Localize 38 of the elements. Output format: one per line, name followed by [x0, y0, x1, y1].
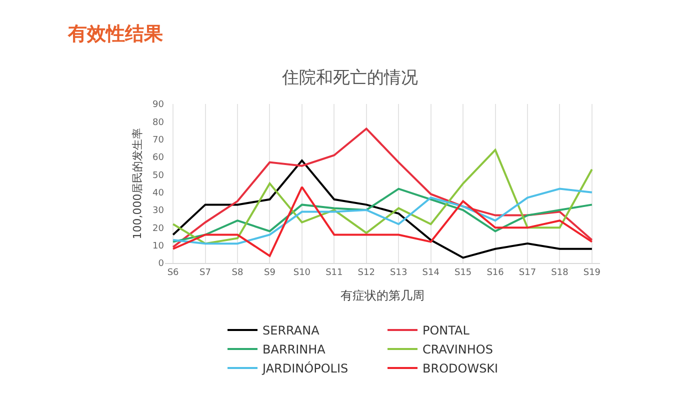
- x-tick-label: S7: [200, 268, 212, 278]
- line-series: [172, 148, 593, 245]
- y-tick-label: 80: [152, 118, 164, 128]
- x-tick-label: S14: [422, 268, 440, 278]
- y-tick-label: 20: [152, 224, 164, 234]
- x-tick-label: S13: [390, 268, 408, 278]
- legend-label: SERRANA: [262, 324, 320, 338]
- y-tick-label: 40: [152, 188, 164, 198]
- x-axis-title: 有症状的第几周: [340, 288, 424, 303]
- x-tick-label: S12: [358, 268, 375, 278]
- chart-title: 住院和死亡的情况: [281, 68, 418, 88]
- x-tick-label: S8: [232, 268, 244, 278]
- legend-label: BARRINHA: [262, 342, 326, 357]
- y-tick-label: 60: [152, 153, 164, 164]
- legend-label: JARDINÓPOLIS: [262, 360, 348, 376]
- y-tick-label: 30: [152, 206, 164, 216]
- line-series: [172, 160, 593, 259]
- y-tick-label: 70: [152, 135, 164, 146]
- x-tick-label: S16: [486, 268, 504, 278]
- y-tick-label: 90: [152, 100, 164, 110]
- line-series: [172, 186, 593, 257]
- x-tick-label: S15: [454, 268, 472, 278]
- legend-label: CRAVINHOS: [422, 342, 493, 357]
- x-tick-label: S10: [293, 268, 311, 278]
- y-axis-title: 100,000居民的发生率: [131, 128, 144, 240]
- x-tick-label: S9: [264, 268, 276, 278]
- x-tick-label: S17: [518, 268, 536, 278]
- line-series: [172, 128, 593, 248]
- x-tick-label: S11: [326, 268, 343, 278]
- y-tick-label: 0: [158, 259, 164, 270]
- x-tick-label: S6: [167, 268, 180, 278]
- legend-label: PONTAL: [422, 324, 470, 338]
- y-tick-label: 50: [152, 170, 164, 181]
- text: 有效性结果: [67, 23, 164, 45]
- x-tick-label: S18: [551, 268, 569, 278]
- x-tick-label: S19: [583, 268, 601, 278]
- y-tick-label: 10: [152, 241, 164, 252]
- legend-label: BRODOWSKI: [422, 362, 498, 376]
